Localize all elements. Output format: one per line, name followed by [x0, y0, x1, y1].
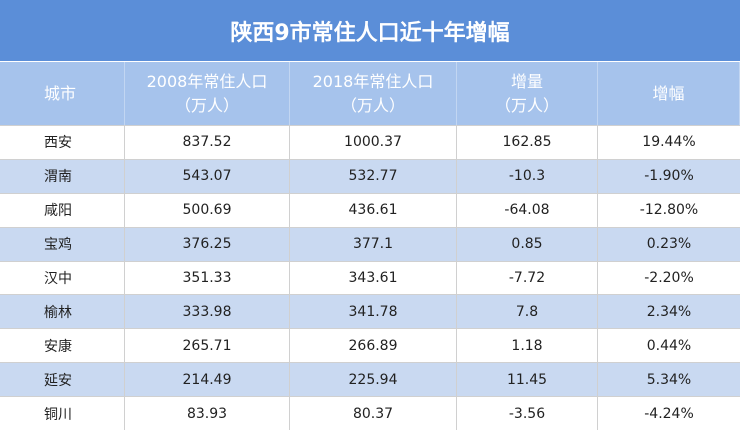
table-cell: 1000.37	[290, 126, 457, 159]
header-cell: 城市	[0, 62, 125, 125]
table-cell: 19.44%	[642, 134, 696, 151]
table-cell: 咸阳	[0, 193, 125, 227]
table-cell: -7.72	[457, 261, 598, 295]
table-cell: 500.69	[125, 193, 290, 227]
title: 陕西9市常住人口近十年增幅	[0, 0, 740, 62]
table-cell: 西安	[0, 126, 125, 159]
table-cell: 341.78	[290, 295, 457, 329]
header-text: 增幅	[652, 83, 685, 103]
table-cell: 安康	[0, 329, 125, 363]
table-cell: 343.61	[290, 261, 457, 295]
table-cell: 837.52	[125, 126, 290, 159]
table-row: 渭南 543.07 532.77 -10.3 -1.90%	[0, 158, 740, 193]
table-cell: 榆林	[0, 295, 125, 329]
table-row: 汉中 351.33 343.61 -7.72 -2.20%	[0, 260, 740, 295]
table-cell: 铜川	[0, 397, 125, 430]
table-cell: -3.56	[457, 397, 598, 430]
header-text: （万人）	[174, 95, 239, 115]
table-cell: 436.61	[290, 193, 457, 227]
table-cell: 351.33	[125, 261, 290, 295]
header-cell: 增量 （万人）	[457, 62, 598, 125]
table-cell: 266.89	[290, 329, 457, 363]
table-cell: -12.80%	[639, 202, 699, 219]
table-cell: 5.34%	[646, 371, 692, 388]
table-cell: 7.8	[457, 295, 598, 329]
table-cell: -2.20%	[644, 270, 694, 286]
table-cell: 0.23%	[646, 236, 692, 253]
header-cell: 2008年常住人口 （万人）	[125, 62, 290, 125]
header-cell: 2018年常住人口 （万人）	[290, 62, 457, 125]
table-cell: 渭南	[0, 159, 125, 193]
header-text: 2008年常住人口	[146, 71, 268, 91]
table-cell: -10.3	[457, 159, 598, 193]
table-cell: 543.07	[125, 159, 290, 193]
table-cell: 延安	[0, 363, 125, 397]
table-row: 西安 837.52 1000.37 162.85 19.44%	[0, 125, 740, 159]
table-cell: 汉中	[0, 261, 125, 295]
table-row: 延安 214.49 225.94 11.45 5.34%	[0, 362, 740, 397]
table-cell: 宝鸡	[0, 227, 125, 261]
table-cell: 0.85	[457, 227, 598, 261]
header-text: 增量	[510, 71, 543, 91]
table-cell: -64.08	[457, 193, 598, 227]
header-text: （万人）	[494, 95, 559, 115]
table-row: 铜川 83.93 80.37 -3.56 -4.24%	[0, 396, 740, 430]
table-cell: 11.45	[457, 363, 598, 397]
table-cell: 333.98	[125, 295, 290, 329]
header-row: 城市 2008年常住人口 （万人） 2018年常住人口 （万人） 增量 （万人） 增幅	[0, 62, 740, 125]
table-cell: -1.90%	[644, 168, 694, 185]
table-cell: 214.49	[125, 363, 290, 397]
table-cell: 162.85	[457, 126, 598, 159]
header-text: 2018年常住人口	[312, 71, 434, 91]
table-row: 宝鸡 376.25 377.1 0.85 0.23%	[0, 226, 740, 261]
table-cell: 2.34%	[646, 303, 692, 320]
table-row: 安康 265.71 266.89 1.18 0.44%	[0, 328, 740, 363]
table-cell: 0.44%	[646, 337, 692, 354]
table-cell: 225.94	[290, 363, 457, 397]
table-row: 榆林 333.98 341.78 7.8 2.34%	[0, 294, 740, 329]
table: 城市 2008年常住人口 （万人） 2018年常住人口 （万人） 增量 （万人） 增幅 西安 83…	[0, 62, 740, 430]
header-text: 城市	[44, 83, 77, 103]
table-cell: -4.24%	[644, 405, 694, 422]
table-row: 咸阳 500.69 436.61 -64.08 -12.80%	[0, 192, 740, 227]
table-cell: 377.1	[290, 227, 457, 261]
header-text: （万人）	[340, 95, 405, 115]
table-cell: 83.93	[125, 397, 290, 430]
table-cell: 532.77	[290, 159, 457, 193]
table-cell: 265.71	[125, 329, 290, 363]
table-cell: 1.18	[457, 329, 598, 363]
table-cell: 80.37	[290, 397, 457, 430]
table-cell: 376.25	[125, 227, 290, 261]
header-cell: 增幅	[598, 62, 740, 125]
